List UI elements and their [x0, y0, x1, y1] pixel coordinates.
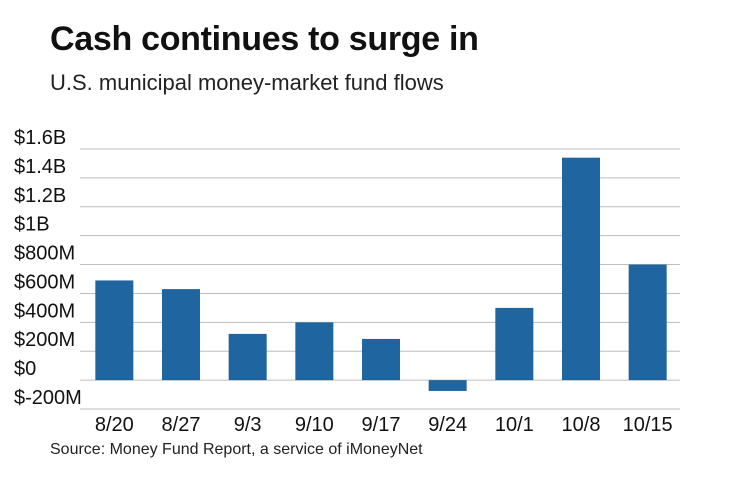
bar-10-1	[495, 307, 534, 381]
y-tick-label: $400M	[14, 300, 75, 322]
y-tick-label: $1B	[14, 214, 50, 236]
x-tick-label: 10/1	[495, 414, 534, 436]
x-tick-label: 9/10	[295, 414, 334, 436]
x-tick-label: 10/15	[623, 414, 673, 436]
y-tick-label: $600M	[14, 271, 75, 293]
chart-subtitle: U.S. municipal money-market fund flows	[50, 70, 444, 95]
bar-8-20	[95, 280, 134, 381]
y-axis-tick-labels: $-200M $0 $200M $400M $600M $800M $1B $1.2B $1.4…	[14, 127, 82, 409]
y-tick-label: $800M	[14, 243, 75, 265]
chart-title: Cash continues to surge in	[50, 20, 479, 58]
source-note: Source: Money Fund Report, a service of …	[50, 441, 423, 458]
x-tick-label: 8/27	[162, 414, 201, 436]
y-tick-label: $1.4B	[14, 156, 66, 178]
bar-10-15	[628, 264, 667, 381]
bars	[95, 157, 667, 391]
x-tick-label: 9/24	[428, 414, 467, 436]
x-tick-label: 10/8	[562, 414, 601, 436]
x-axis-tick-labels: 8/20 8/27 9/3 9/10 9/17 9/24 10/1 10/8 10/15	[95, 414, 673, 436]
y-tick-label: $-200M	[14, 387, 82, 409]
x-tick-label: 9/17	[362, 414, 401, 436]
bar-8-27	[162, 289, 200, 381]
bar-9-3	[228, 333, 267, 381]
y-tick-label: $1.6B	[14, 127, 66, 149]
bar-9-17	[362, 338, 400, 381]
bar-9-24	[428, 380, 467, 391]
y-tick-label: $0	[14, 358, 36, 380]
x-tick-label: 9/3	[234, 414, 262, 436]
y-tick-label: $1.2B	[14, 185, 66, 207]
x-tick-label: 8/20	[95, 414, 134, 436]
bar-10-8	[562, 157, 600, 381]
bar-9-10	[295, 322, 334, 381]
y-tick-label: $200M	[14, 329, 75, 351]
